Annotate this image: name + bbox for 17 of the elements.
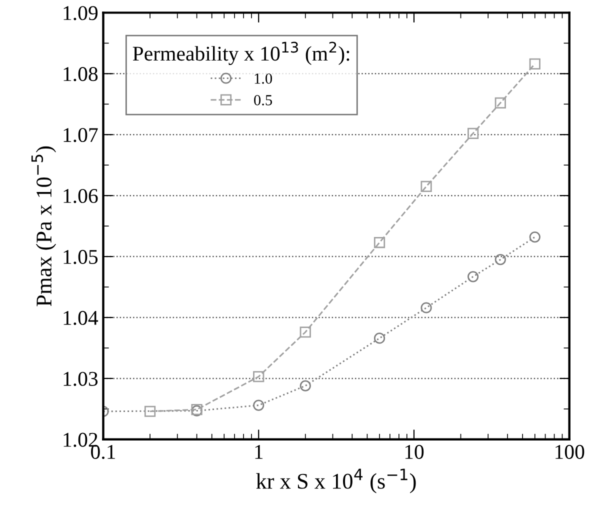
x-axis-title: kr x S x 10$^{4}$ (s$^{−1}$) <box>256 468 416 494</box>
legend-label: 0.5 <box>254 95 272 106</box>
y-axis-title: Pmax (Pa x 10$^{−5}$) <box>31 146 56 306</box>
y-tick-label: 1.07 <box>64 128 98 142</box>
x-tick-label: 1 <box>255 444 263 459</box>
y-tick-label: 1.08 <box>64 67 98 82</box>
x-tick-label: 100 <box>556 444 584 459</box>
y-tick-label: 1.06 <box>64 188 98 204</box>
legend-title: Permeability x 10$^{13}$ (m$^{2}$): <box>132 42 350 66</box>
y-tick-label: 1.09 <box>64 6 98 20</box>
y-tick-label: 1.05 <box>64 250 98 264</box>
x-tick-label: 10 <box>405 444 424 459</box>
x-tick-label: 0.1 <box>91 444 116 460</box>
y-tick-label: 1.02 <box>64 432 98 447</box>
legend-label: 1.0 <box>254 73 272 84</box>
y-tick-label: 1.03 <box>64 372 98 386</box>
y-tick-label: 1.04 <box>64 310 98 326</box>
